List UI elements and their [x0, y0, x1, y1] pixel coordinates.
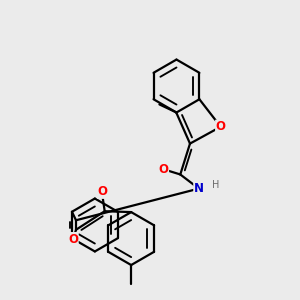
Text: O: O	[68, 232, 78, 246]
Text: O: O	[216, 120, 226, 133]
Text: H: H	[212, 180, 219, 190]
Text: O: O	[158, 163, 169, 176]
Text: N: N	[194, 182, 204, 195]
Text: O: O	[98, 185, 107, 198]
